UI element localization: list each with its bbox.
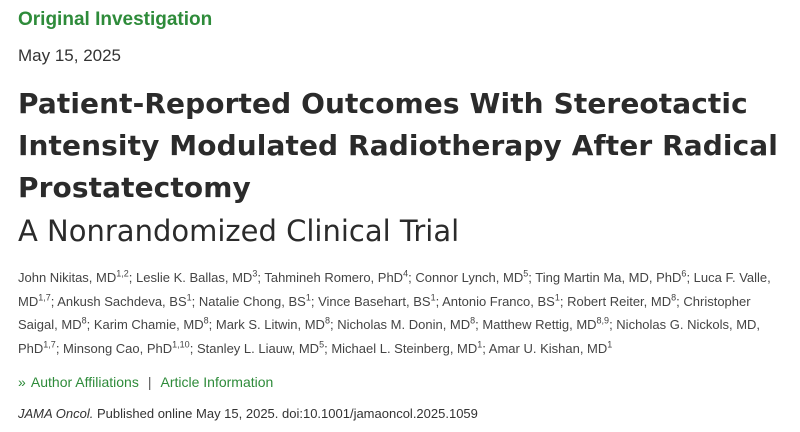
chevron-double-right-icon: » — [18, 374, 26, 390]
author-name-text: Michael L. Steinberg, MD — [331, 340, 478, 356]
author-name[interactable]: Karim Chamie, MD8 — [93, 315, 209, 332]
author-affiliation-number: 1 — [186, 292, 192, 303]
publication-date: May 15, 2025 — [18, 46, 122, 65]
journal-abbrev: JAMA Oncol. — [18, 406, 94, 421]
author-name-text: Robert Reiter, MD — [567, 293, 672, 309]
author-name-text: Tahmineh Romero, PhD — [264, 270, 404, 285]
author-name-text: Antonio Franco, BS — [442, 293, 555, 309]
author-name[interactable]: Michael L. Steinberg, MD1 — [331, 339, 483, 356]
author-name[interactable]: Matthew Rettig, MD8,9 — [482, 315, 610, 332]
author-name[interactable]: Luca F. Valle, MD1,7 — [18, 270, 771, 309]
author-name[interactable]: Christopher Saigal, MD8 — [18, 294, 751, 333]
author-affiliation-number: 1,7 — [43, 339, 56, 350]
author-affiliation-number: 1,10 — [172, 339, 190, 350]
author-name[interactable]: Natalie Chong, BS1 — [198, 292, 311, 309]
link-separator: | — [147, 374, 152, 390]
author-name-text: Karim Chamie, MD — [93, 317, 204, 332]
author-name-text: Leslie K. Ballas, MD — [136, 270, 253, 285]
author-affiliation-number: 1 — [607, 339, 613, 350]
author-name-text: Stanley L. Liauw, MD — [196, 340, 320, 356]
author-affiliation-number: 1,2 — [116, 268, 129, 279]
author-name[interactable]: Robert Reiter, MD8 — [567, 292, 677, 309]
author-affiliation-number: 1 — [430, 292, 436, 303]
author-name[interactable]: Nicholas M. Donin, MD8 — [337, 315, 476, 332]
author-name-text: Nicholas M. Donin, MD — [337, 317, 471, 332]
article-title: Patient-Reported Outcomes With Stereotac… — [18, 87, 778, 204]
author-affiliation-number: 1 — [305, 292, 311, 303]
author-name[interactable]: John Nikitas, MD1,2 — [18, 268, 129, 285]
author-name[interactable]: Antonio Franco, BS1 — [442, 292, 560, 309]
author-affiliations-label: Author Affiliations — [30, 374, 139, 390]
author-affiliation-number: 8 — [470, 315, 476, 326]
citation: JAMA Oncol. Published online May 15, 202… — [18, 404, 782, 424]
author-name-text: Minsong Cao, PhD — [63, 340, 173, 356]
author-affiliations-link[interactable]: » Author Affiliations — [18, 374, 139, 390]
author-name[interactable]: Minsong Cao, PhD1,10 — [63, 339, 190, 356]
author-name-text: John Nikitas, MD — [18, 270, 117, 285]
author-name[interactable]: Ankush Sachdeva, BS1 — [57, 292, 192, 309]
article-information-link[interactable]: Article Information — [160, 374, 274, 390]
author-name-text: Amar U. Kishan, MD — [488, 340, 608, 356]
author-affiliation-number: 8 — [671, 292, 677, 303]
author-affiliation-number: 1 — [477, 339, 483, 350]
author-name[interactable]: Leslie K. Ballas, MD3 — [136, 268, 258, 285]
author-name-text: Luca F. Valle, MD — [18, 270, 771, 309]
author-name[interactable]: Mark S. Litwin, MD8 — [215, 315, 330, 332]
author-affiliation-number: 8 — [203, 315, 209, 326]
author-name[interactable]: Amar U. Kishan, MD1 — [488, 339, 613, 356]
author-name[interactable]: Stanley L. Liauw, MD5 — [196, 339, 325, 356]
author-affiliation-number: 8 — [81, 315, 87, 326]
article-links: » Author Affiliations | Article Informatio… — [18, 372, 782, 392]
author-affiliation-number: 1,7 — [38, 292, 51, 303]
author-affiliation-number: 3 — [252, 268, 258, 279]
author-name[interactable]: Connor Lynch, MD5 — [415, 268, 529, 285]
author-affiliation-number: 8 — [324, 315, 330, 326]
author-name[interactable]: Ting Martin Ma, MD, PhD6 — [535, 268, 687, 285]
author-name-text: Mark S. Litwin, MD — [215, 317, 325, 332]
author-name-text: Matthew Rettig, MD — [482, 317, 597, 332]
author-list: John Nikitas, MD1,2; Leslie K. Ballas, M… — [18, 268, 771, 356]
author-name-text: Connor Lynch, MD — [415, 270, 524, 285]
author-affiliation-number: 4 — [403, 268, 409, 279]
section-label[interactable]: Original Investigation — [18, 9, 213, 30]
author-name-text: Nicholas G. Nickols, MD, PhD — [18, 317, 761, 356]
author-name[interactable]: Nicholas G. Nickols, MD, PhD1,7 — [18, 317, 760, 356]
author-name-text: Ting Martin Ma, MD, PhD — [535, 270, 682, 285]
author-affiliation-number: 5 — [523, 268, 529, 279]
author-name-text: Ankush Sachdeva, BS — [57, 293, 187, 309]
author-affiliation-number: 5 — [319, 339, 325, 350]
author-name-text: Vince Basehart, BS — [318, 293, 431, 309]
author-affiliation-number: 8,9 — [596, 315, 610, 326]
author-affiliation-number: 6 — [681, 268, 687, 279]
author-name[interactable]: Vince Basehart, BS1 — [318, 292, 436, 309]
author-name[interactable]: Tahmineh Romero, PhD4 — [264, 268, 409, 285]
citation-text: Published online May 15, 2025. doi:10.10… — [93, 406, 478, 421]
author-name-text: Christopher Saigal, MD — [18, 293, 751, 333]
author-name-text: Natalie Chong, BS — [198, 293, 306, 309]
article-subtitle: A Nonrandomized Clinical Trial — [18, 214, 460, 248]
author-affiliation-number: 1 — [554, 292, 560, 303]
